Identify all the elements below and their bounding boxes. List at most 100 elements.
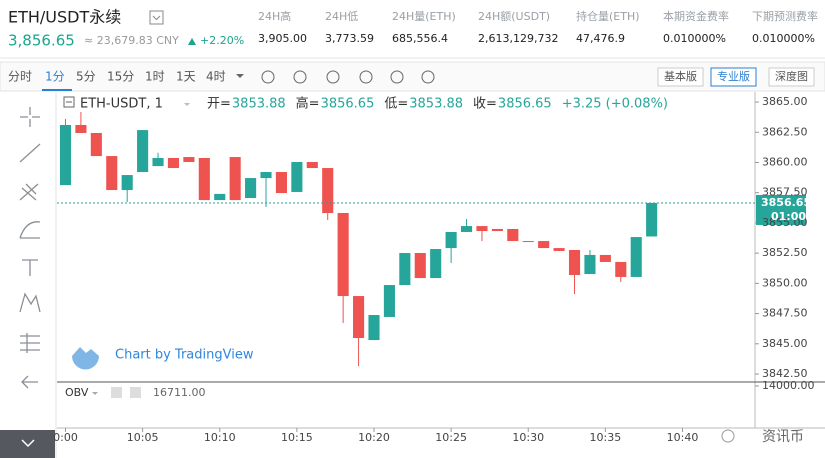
stat-label: 本期资金费率 <box>663 9 729 23</box>
y-tick-label: 3865.00 <box>762 95 808 108</box>
stat-value: 685,556.4 <box>392 32 448 45</box>
toolbar-icon[interactable] <box>390 70 404 84</box>
candle-body <box>291 161 303 192</box>
candle-body <box>476 226 488 232</box>
x-tick-label: 10:15 <box>281 431 313 444</box>
candle-body <box>337 213 349 297</box>
collapse-arrow <box>21 439 35 448</box>
y-tick-label: 3847.50 <box>762 307 808 320</box>
candle-body <box>90 132 102 157</box>
stat-label: 下期预测费率 <box>752 9 818 23</box>
view-label: 深度图 <box>775 69 808 83</box>
interval[interactable]: 5分 <box>76 70 96 84</box>
countdown: 01:00 <box>771 210 806 223</box>
brand-icon <box>721 429 735 443</box>
candle-body <box>430 249 442 279</box>
candle-body <box>368 315 380 341</box>
candle-body <box>167 158 180 169</box>
toolbar-icon[interactable] <box>326 70 340 84</box>
symbol[interactable]: ETH/USDT永续 <box>8 8 121 27</box>
candle-body <box>553 248 565 251</box>
indicator-value: 16711.00 <box>153 386 206 399</box>
stat-label: 持仓量(ETH) <box>576 9 640 23</box>
stat-label: 24H量(ETH) <box>392 10 456 23</box>
candle-body <box>399 253 411 286</box>
candle-body <box>507 228 519 242</box>
x-tick-label: 0:00 <box>53 431 78 444</box>
view-button[interactable] <box>710 67 757 87</box>
candle-body <box>615 261 627 277</box>
up-arrow <box>188 38 196 45</box>
y-tick-label: 3860.00 <box>762 155 808 168</box>
last-price-label: 3856.65 <box>761 196 811 209</box>
x-tick-label: 10:25 <box>435 431 467 444</box>
stat-value: 47,476.9 <box>576 32 625 45</box>
drawing-toolbar <box>0 92 56 430</box>
candle-body <box>152 158 164 167</box>
legend-value: 3856.65 <box>321 97 375 112</box>
interval[interactable]: 1分 <box>45 70 65 84</box>
candle-body <box>630 237 642 277</box>
indicator-arrow <box>92 392 98 395</box>
interval[interactable]: 分时 <box>8 70 32 84</box>
candle-body <box>229 157 241 201</box>
x-tick-label: 10:35 <box>590 431 622 444</box>
toolbar-icon[interactable] <box>261 70 275 84</box>
view-label: 专业版 <box>717 69 750 83</box>
indicator-name: OBV <box>65 386 89 399</box>
tv-logo <box>72 347 99 370</box>
interval[interactable]: 15分 <box>107 70 134 84</box>
indicator-remove[interactable] <box>130 387 141 398</box>
candle-body <box>568 249 581 276</box>
watermark: Chart by TradingView <box>115 348 254 363</box>
brand: 资讯币 <box>762 429 804 445</box>
interval[interactable]: 1天 <box>176 70 196 84</box>
view-label: 基本版 <box>664 69 697 83</box>
plot <box>57 101 806 432</box>
interval[interactable]: 1时 <box>145 70 165 84</box>
x-tick-label: 10:20 <box>358 431 390 444</box>
candle-body <box>214 193 226 201</box>
stat-label: 24H低 <box>325 10 358 23</box>
stat-label: 24H额(USDT) <box>478 10 550 23</box>
collapse-button[interactable] <box>0 430 55 458</box>
legend-change: +3.25 (+0.08%) <box>562 97 668 112</box>
y-tick-label: 3857.50 <box>762 186 808 199</box>
candle-body <box>445 231 457 249</box>
view-button[interactable] <box>657 67 704 87</box>
candle-body <box>646 202 658 237</box>
legend-collapse[interactable] <box>63 96 75 108</box>
legend-value: 3856.65 <box>498 97 552 112</box>
candle-body <box>414 253 426 279</box>
legend-value: 3853.88 <box>232 97 286 112</box>
toolbar-icon[interactable] <box>421 70 435 84</box>
candle-body <box>59 125 72 186</box>
stat-label: 24H高 <box>258 9 291 23</box>
legend-label: 收= <box>473 97 497 112</box>
toolbar-icon[interactable] <box>359 70 373 84</box>
symbol-dropdown[interactable] <box>149 10 164 25</box>
change: +2.20% <box>200 34 244 47</box>
drawing-tools <box>19 107 41 389</box>
candle-body <box>491 228 503 232</box>
candle-body <box>599 254 611 262</box>
view-button[interactable] <box>768 67 815 87</box>
candle-body <box>522 241 534 243</box>
indicator-settings[interactable] <box>111 387 122 398</box>
candle-body <box>245 178 257 199</box>
last-price-tag <box>756 194 806 225</box>
interval[interactable]: 4时 <box>206 70 226 84</box>
y-tick-label: 3845.00 <box>762 337 808 350</box>
y-tick-label: 3862.50 <box>762 125 808 138</box>
legend-label: 高= <box>296 96 320 112</box>
candle-body <box>106 156 118 191</box>
stat-value: 3,905.00 <box>258 32 307 45</box>
legend-arrow <box>184 103 190 106</box>
legend-label: 低= <box>384 97 408 112</box>
toolbar-icon[interactable] <box>293 70 307 84</box>
candle-body <box>260 172 272 179</box>
candle-body <box>275 172 287 194</box>
candle-body <box>183 157 195 162</box>
last-price: 3,856.65 <box>8 32 75 50</box>
